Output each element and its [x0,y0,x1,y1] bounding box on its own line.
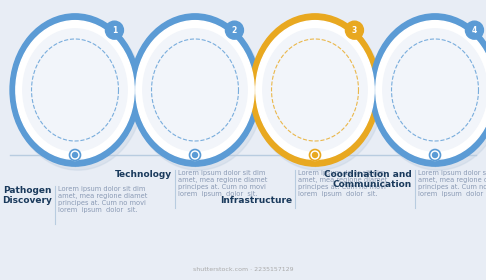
Ellipse shape [23,29,127,151]
Ellipse shape [136,21,254,159]
Ellipse shape [370,14,486,166]
Text: Infrastructure: Infrastructure [220,196,292,205]
Circle shape [430,150,440,160]
Ellipse shape [130,14,260,166]
Circle shape [105,21,123,39]
Circle shape [346,21,364,39]
Ellipse shape [13,18,143,170]
Text: Lorem ipsum dolor sit dim
amet, mea regione diamet
principes at. Cum no movi
lor: Lorem ipsum dolor sit dim amet, mea regi… [298,170,387,197]
Circle shape [312,153,317,157]
Circle shape [192,153,197,157]
Circle shape [310,150,320,160]
Text: 2: 2 [232,26,237,35]
Text: Technology: Technology [115,170,172,179]
Text: 3: 3 [352,26,357,35]
Ellipse shape [16,21,134,159]
Circle shape [72,153,77,157]
Text: Lorem ipsum dolor sit dim
amet, mea regione diamet
principes at. Cum no movi
lor: Lorem ipsum dolor sit dim amet, mea regi… [178,170,267,197]
Ellipse shape [250,14,380,166]
Text: Pathogen
Discovery: Pathogen Discovery [2,186,52,206]
Ellipse shape [373,18,486,170]
Text: Coordination and
Communication: Coordination and Communication [324,170,412,189]
Circle shape [69,150,81,160]
Ellipse shape [10,14,140,166]
Text: Lorem ipsum dolor sit dim
amet, mea regione diamet
principes at. Cum no movi
lor: Lorem ipsum dolor sit dim amet, mea regi… [58,186,147,213]
Ellipse shape [133,18,263,170]
Circle shape [226,21,243,39]
Ellipse shape [143,29,247,151]
Text: 4: 4 [472,26,477,35]
Ellipse shape [263,29,367,151]
Text: 1: 1 [112,26,117,35]
Circle shape [466,21,484,39]
Ellipse shape [256,21,374,159]
Circle shape [433,153,437,157]
Circle shape [190,150,201,160]
Text: Lorem ipsum dolor sit dim
amet, mea regione diamet
principes at. Cum no movi
lor: Lorem ipsum dolor sit dim amet, mea regi… [418,170,486,197]
Ellipse shape [253,18,383,170]
Ellipse shape [376,21,486,159]
Text: shutterstock.com · 2235157129: shutterstock.com · 2235157129 [192,267,294,272]
Ellipse shape [383,29,486,151]
